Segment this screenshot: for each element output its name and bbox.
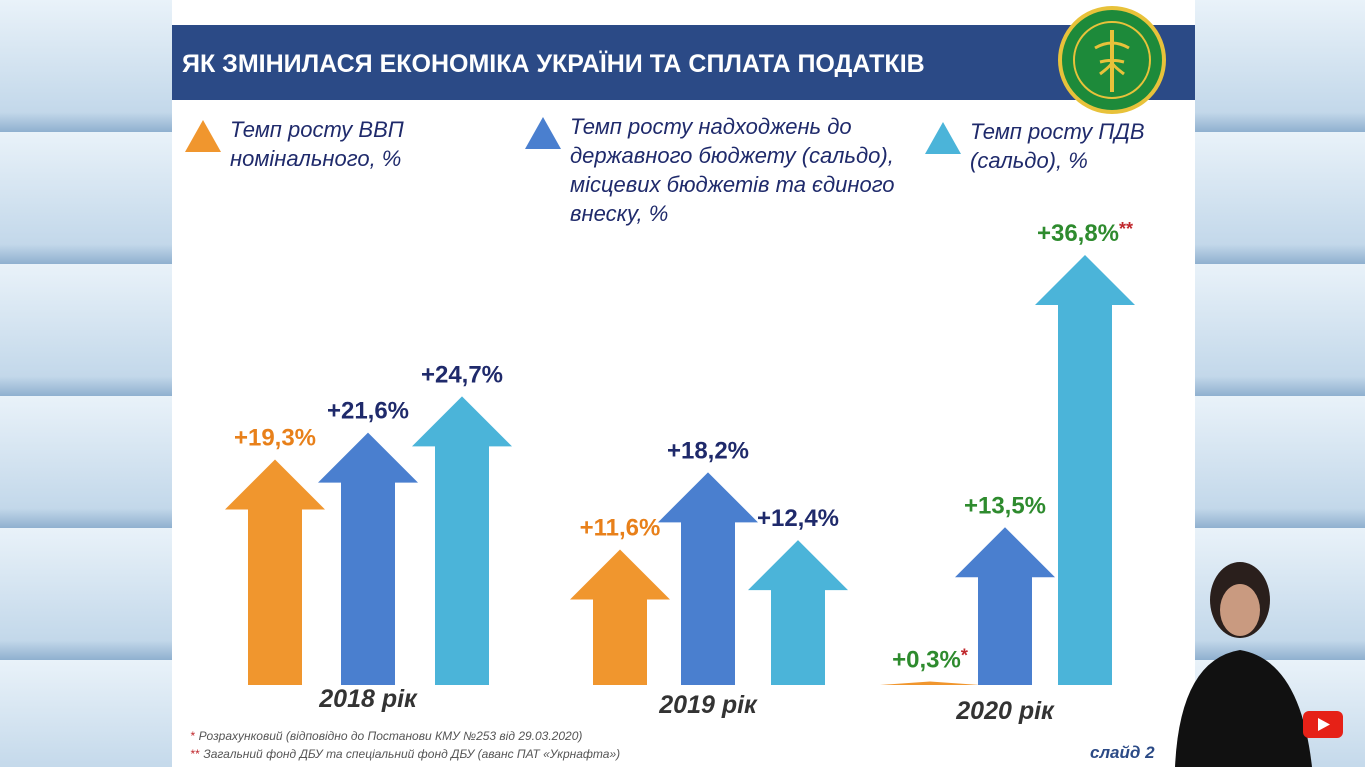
arrow [880,681,980,685]
legend-label: Темп росту ВВП номінального, % [230,117,404,171]
arrow [412,396,512,685]
value-label-text: +18,2% [667,437,749,464]
value-label: +19,3% [234,424,316,451]
value-label-text: +0,3% [892,646,961,673]
value-label: +24,7% [421,361,503,388]
arrow [748,540,848,685]
legend-icon [925,122,961,154]
x-tick-label: 2020 рік [955,697,1055,725]
logo [1058,6,1166,114]
chart-title: ЯК ЗМІНИЛАСЯ ЕКОНОМІКА УКРАЇНИ ТА СПЛАТА… [182,50,925,78]
interpreter [1175,562,1312,767]
value-label: +21,6% [327,398,409,425]
footnote-mark: ** [190,747,200,761]
title-bar [172,25,1195,100]
arrow [318,432,418,685]
footnote-mark: * [961,645,968,665]
footnote: * Розрахунковий (відповідно до Постанови … [190,729,582,743]
value-label: +12,4% [757,505,839,532]
value-label-text: +13,5% [964,492,1046,519]
x-tick-label: 2018 рік [318,685,418,713]
value-label: +13,5% [964,492,1046,519]
legend-icon [185,120,221,152]
value-label-text: +36,8% [1037,220,1119,247]
arrow [658,472,758,685]
arrow [955,527,1055,685]
value-label: +11,6% [580,514,661,541]
value-label-text: +12,4% [757,505,839,532]
legend-label: Темп росту надходжень до державного бюдж… [570,114,895,226]
arrow [570,549,670,685]
arrow [1035,255,1135,685]
subscribe-button[interactable] [1303,711,1343,738]
value-label-text: +11,6% [580,514,661,541]
slide-number: слайд 2 [1090,743,1155,762]
x-tick-label: 2019 рік [658,691,758,719]
footnote-text: Розрахунковий (відповідно до Постанови К… [199,729,583,743]
footnote-mark: ** [1119,219,1133,239]
value-label-text: +19,3% [234,424,316,451]
footnote-mark: * [190,729,195,743]
value-label-text: +21,6% [327,398,409,425]
footnote-text: Загальний фонд ДБУ та спеціальний фонд Д… [203,747,620,761]
footnote: ** Загальний фонд ДБУ та спеціальний фонд… [190,747,620,761]
arrow [225,459,325,685]
value-label: +36,8%** [1037,219,1133,247]
value-label: +18,2% [667,437,749,464]
legend-label: Темп росту ПДВ (сальдо), % [970,119,1145,173]
value-label: +0,3%* [892,645,968,673]
legend-icon [525,117,561,149]
value-label-text: +24,7% [421,361,503,388]
